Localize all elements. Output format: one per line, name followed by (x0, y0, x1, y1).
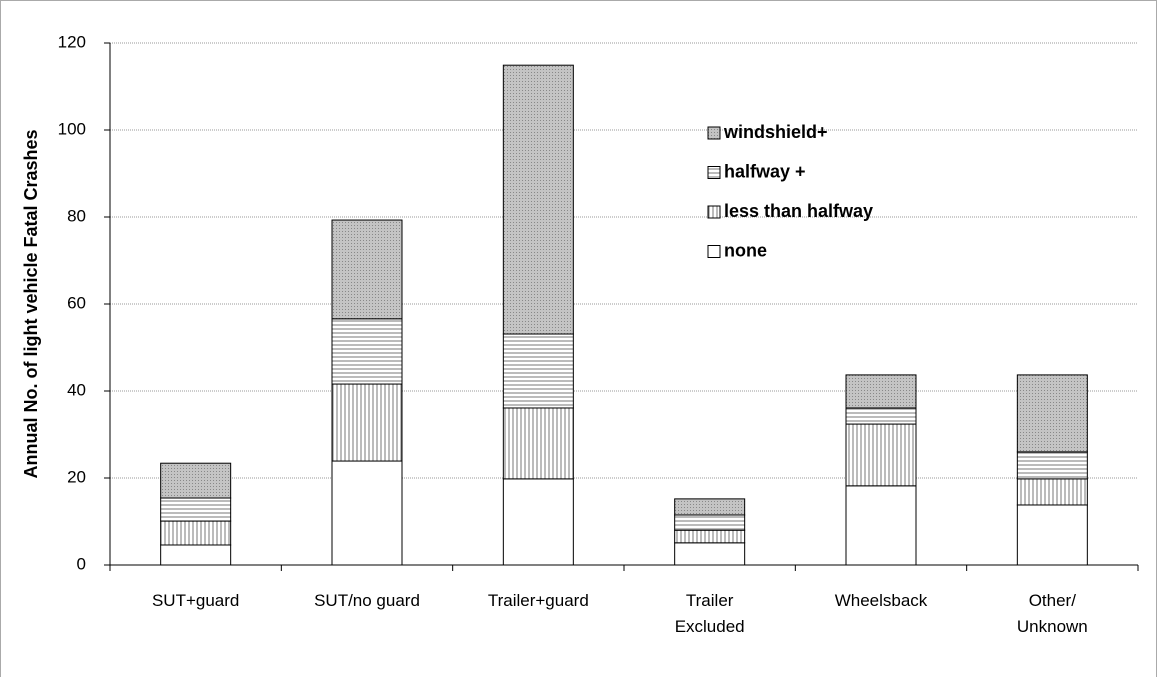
legend-label: less than halfway (724, 201, 873, 221)
y-axis-label: Annual No. of light vehicle Fatal Crashe… (21, 129, 41, 478)
legend-swatch (707, 245, 721, 258)
y-tick-label: 80 (67, 206, 86, 225)
bar-segment (1016, 478, 1088, 506)
bar-segment (160, 462, 232, 499)
legend-label: windshield+ (723, 122, 828, 142)
bar-segment (1016, 374, 1088, 453)
bar-segment (502, 407, 574, 480)
y-tick-label: 100 (58, 119, 86, 138)
x-tick-label: SUT/no guard (314, 591, 420, 610)
x-tick-label: SUT+guard (152, 591, 239, 610)
bar-segment (674, 514, 746, 531)
x-tick-label: Other/Unknown (1017, 591, 1088, 636)
bar-segment (160, 544, 232, 566)
bar-segment (845, 423, 917, 487)
legend-swatch (707, 166, 721, 179)
bar-segment (845, 374, 917, 409)
legend-label: none (724, 240, 767, 260)
bar-segment (674, 498, 746, 516)
bar-segment (331, 219, 403, 320)
legend-swatch (707, 126, 721, 140)
legend-swatch (707, 205, 721, 219)
y-tick-label: 120 (58, 32, 86, 51)
bar-segment (845, 485, 917, 566)
bar-segment (331, 318, 403, 385)
bar-segment (674, 529, 746, 544)
bar-segment (502, 478, 574, 566)
y-tick-label: 0 (77, 554, 86, 573)
bar-segment (845, 407, 917, 425)
bar-segment (160, 520, 232, 546)
x-tick-label: Trailer+guard (488, 591, 589, 610)
legend-label: halfway + (724, 161, 806, 181)
bar-segment (331, 460, 403, 566)
y-tick-label: 40 (67, 380, 86, 399)
x-tick-label: Trailer Excluded (675, 591, 745, 636)
bar-segment (160, 497, 232, 522)
bar-segment (1016, 504, 1088, 566)
bar-segment (502, 333, 574, 409)
bar-segment (331, 383, 403, 462)
bar-segment (502, 64, 574, 335)
y-tick-label: 20 (67, 467, 86, 486)
x-tick-label: Wheelsback (835, 591, 928, 610)
bar-segment (674, 542, 746, 566)
bar-segment (1016, 451, 1088, 480)
y-tick-label: 60 (67, 293, 86, 312)
